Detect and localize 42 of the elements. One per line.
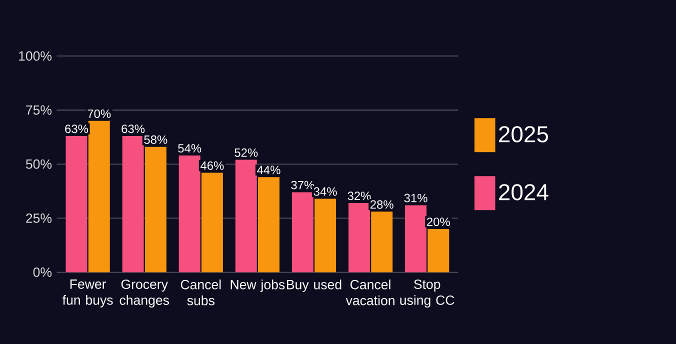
x-tick-label: Grocery changes bbox=[120, 280, 169, 308]
x-tick-label: Stop using CC bbox=[400, 280, 454, 308]
data-label: 31% bbox=[404, 194, 428, 202]
bar bbox=[314, 198, 336, 272]
data-label: 52% bbox=[234, 148, 258, 157]
bar bbox=[405, 205, 427, 272]
data-label: 37% bbox=[291, 180, 314, 190]
data-label: 32% bbox=[348, 192, 371, 200]
bar bbox=[235, 160, 257, 272]
bar bbox=[178, 155, 200, 272]
bar bbox=[201, 172, 223, 272]
data-label: 63% bbox=[122, 124, 145, 134]
data-label: 34% bbox=[314, 187, 337, 196]
data-label: 58% bbox=[144, 135, 168, 144]
bar bbox=[371, 212, 393, 272]
data-label: 63% bbox=[65, 124, 88, 134]
data-label: 44% bbox=[257, 166, 280, 174]
bar bbox=[144, 146, 166, 272]
data-label: 28% bbox=[370, 200, 394, 209]
y-tick-label: 100% bbox=[19, 51, 52, 61]
data-label: 54% bbox=[178, 144, 202, 153]
bar bbox=[292, 192, 314, 272]
x-tick-label: Cancel subs bbox=[180, 280, 221, 306]
x-tick-label: New jobs bbox=[230, 280, 285, 292]
x-tick-label: Buy used bbox=[287, 280, 342, 292]
legend-label: 2025 bbox=[499, 126, 548, 142]
x-tick-label: Fewer fun buys bbox=[62, 280, 113, 308]
bar bbox=[428, 228, 450, 272]
bar bbox=[88, 120, 110, 272]
bar bbox=[258, 177, 280, 272]
x-tick-label: Cancel vacation bbox=[346, 280, 394, 306]
bar bbox=[66, 136, 88, 272]
bar bbox=[348, 203, 370, 272]
data-label: 46% bbox=[200, 161, 224, 170]
bar bbox=[122, 136, 144, 272]
y-tick-label: 75% bbox=[26, 105, 52, 115]
data-label: 20% bbox=[427, 218, 450, 226]
y-tick-label: 25% bbox=[26, 213, 52, 223]
legend-label: 2024 bbox=[499, 184, 548, 200]
y-tick-label: 50% bbox=[26, 159, 52, 169]
y-tick-label: 0% bbox=[33, 268, 52, 277]
data-label: 70% bbox=[88, 109, 111, 118]
